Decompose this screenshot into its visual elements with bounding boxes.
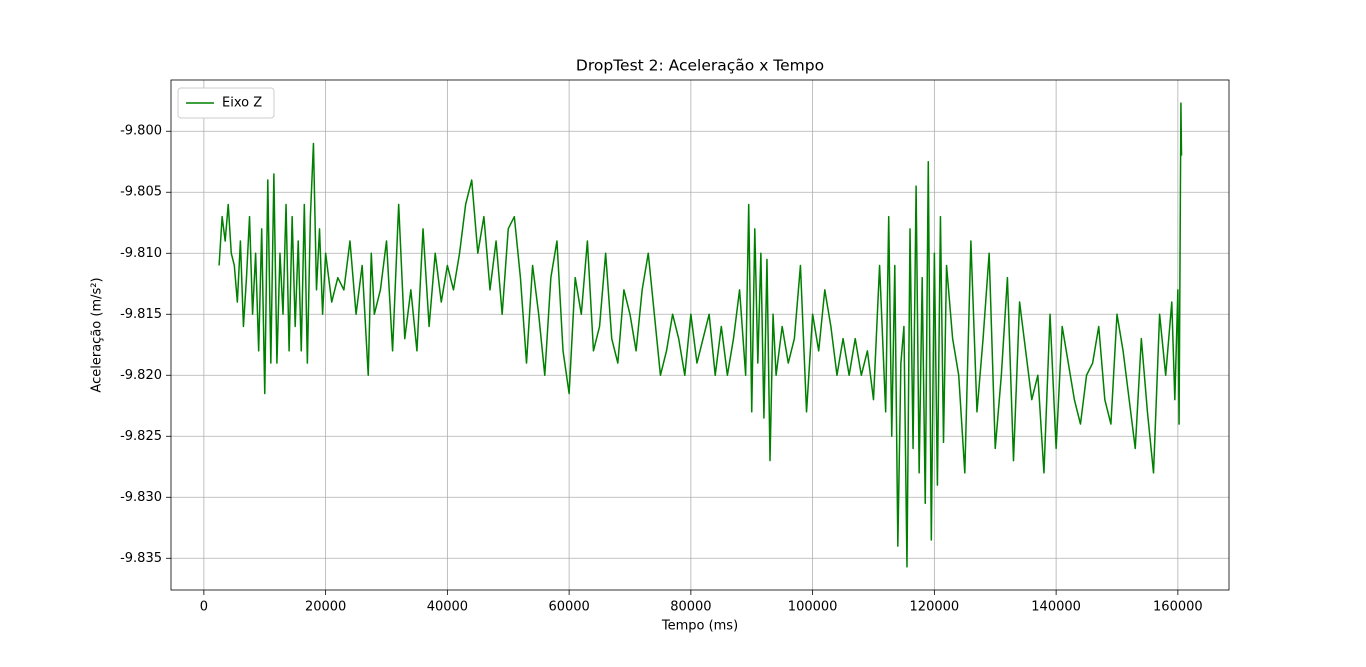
y-tick-label: -9.820 [120,368,162,383]
chart-title: DropTest 2: Aceleração x Tempo [576,57,824,75]
y-tick-label: -9.800 [120,124,162,139]
x-tick-label: 40000 [427,600,468,615]
y-tick-label: -9.835 [120,551,162,566]
x-tick-label: 100000 [788,600,838,615]
x-tick-label: 160000 [1153,600,1203,615]
y-axis-label: Aceleração (m/s²) [90,277,105,392]
plot-frame [170,79,1230,591]
y-tick-label: -9.810 [120,246,162,261]
data-line [218,102,1183,568]
x-tick-label: 140000 [1031,600,1081,615]
y-tick-label: -9.815 [120,307,162,322]
y-tick-label: -9.825 [120,429,162,444]
x-tick-label: 80000 [670,600,711,615]
x-tick-label: 60000 [548,600,589,615]
y-tick-label: -9.830 [120,490,162,505]
x-tick-label: 20000 [305,600,346,615]
y-tick-label: -9.805 [120,185,162,200]
x-tick-label: 0 [200,600,208,615]
x-tick-label: 120000 [910,600,960,615]
legend-box [177,87,275,119]
legend-label: Eixo Z [222,96,262,111]
x-axis-label: Tempo (ms) [661,619,738,634]
